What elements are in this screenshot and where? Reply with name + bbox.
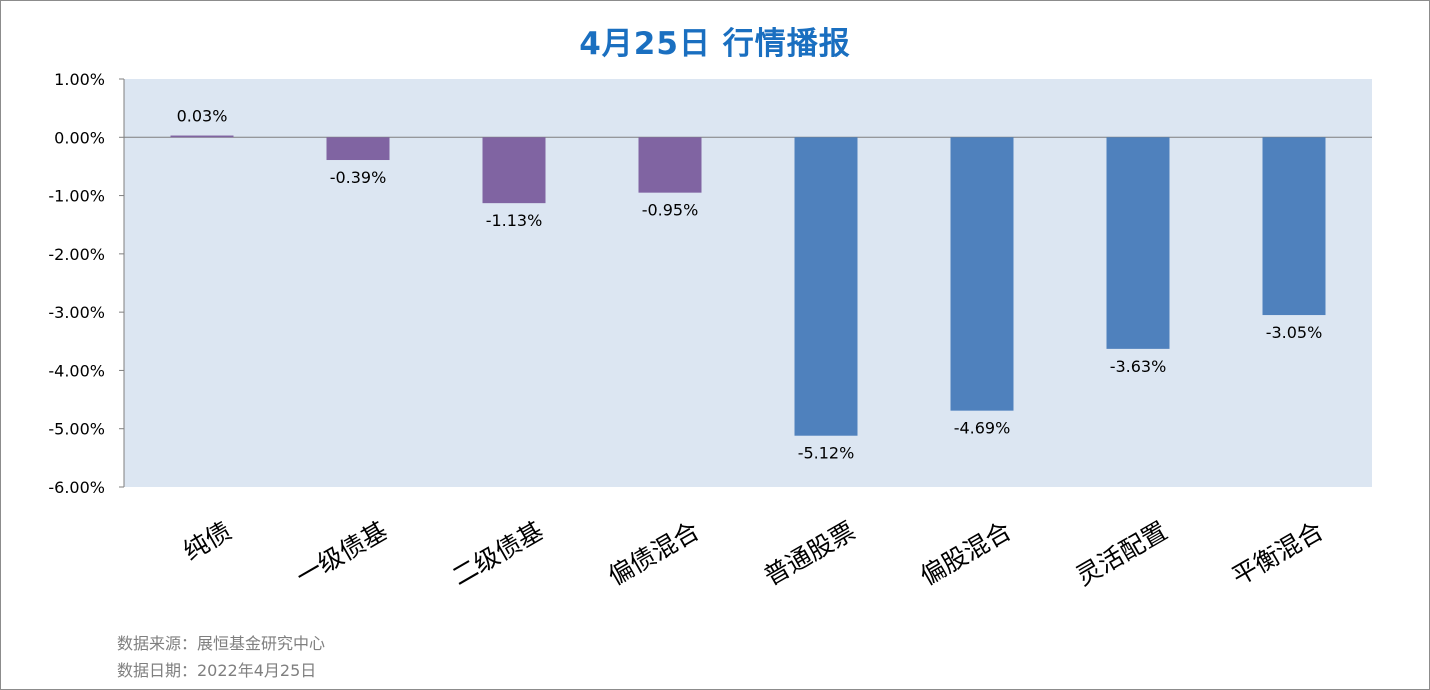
y-tick-label: -5.00% — [48, 420, 105, 439]
y-tick-label: 1.00% — [54, 70, 105, 89]
bar — [950, 137, 1014, 411]
bar — [482, 137, 546, 204]
y-tick-label: -4.00% — [48, 361, 105, 380]
x-category-label: 灵活配置 — [1071, 516, 1172, 591]
bar — [1262, 137, 1326, 316]
x-category-label: 普通股票 — [759, 516, 860, 591]
x-axis-labels: 纯债 一级债基 二级债基 偏债混合 普通股票 偏股混合 灵活配置 平衡混合 — [178, 516, 1328, 591]
bar — [638, 137, 702, 193]
data-label: -5.12% — [798, 444, 855, 463]
data-label: -3.05% — [1266, 323, 1323, 342]
data-label: 0.03% — [177, 107, 228, 126]
y-tick-label: -2.00% — [48, 245, 105, 264]
y-tick-label: 0.00% — [54, 128, 105, 147]
bar — [170, 135, 234, 138]
bar — [794, 137, 858, 436]
data-date-note: 数据日期：2022年4月25日 — [117, 661, 317, 680]
data-label: -4.69% — [954, 419, 1011, 438]
x-category-label: 偏债混合 — [603, 516, 704, 591]
x-category-label: 平衡混合 — [1227, 516, 1328, 591]
y-tick-label: -1.00% — [48, 187, 105, 206]
y-axis-ticks: 1.00% 0.00% -1.00% -2.00% -3.00% -4.00% -5.00%… — [48, 70, 124, 497]
data-label: -0.39% — [330, 168, 387, 187]
x-category-label: 纯债 — [178, 516, 236, 566]
data-label: -1.13% — [486, 211, 543, 230]
plot-area — [124, 79, 1372, 487]
chart-title: 4月25日 行情播报 — [579, 26, 851, 62]
x-category-label: 偏股混合 — [915, 516, 1016, 591]
bar — [1106, 137, 1170, 349]
y-tick-label: -6.00% — [48, 478, 105, 497]
bars — [170, 135, 1326, 436]
y-tick-label: -3.00% — [48, 303, 105, 322]
data-labels: 0.03% -0.39% -1.13% -0.95% -5.12% -4.69% -3.63… — [177, 107, 1323, 463]
x-category-label: 二级债基 — [447, 516, 548, 591]
x-category-label: 一级债基 — [291, 516, 392, 591]
data-source-note: 数据来源：展恒基金研究中心 — [117, 634, 326, 653]
data-label: -3.63% — [1110, 357, 1167, 376]
bar — [326, 137, 390, 161]
data-label: -0.95% — [642, 201, 699, 220]
